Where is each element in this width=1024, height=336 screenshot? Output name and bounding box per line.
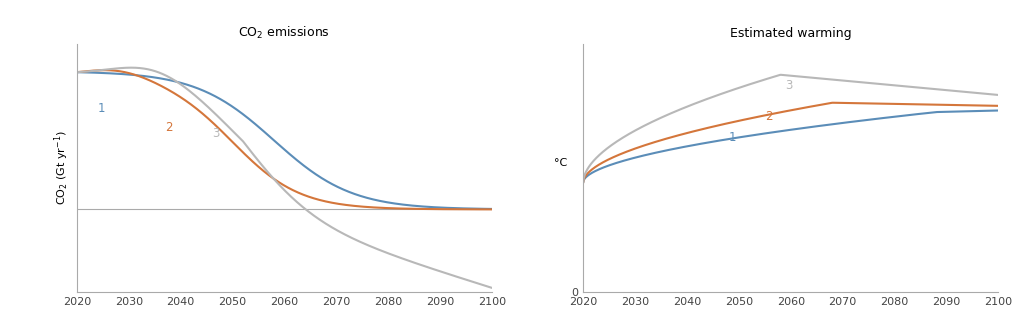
- Text: 3: 3: [212, 127, 219, 140]
- Y-axis label: CO$_2$ (Gt yr$^{-1}$): CO$_2$ (Gt yr$^{-1}$): [52, 131, 72, 205]
- Text: 1: 1: [728, 131, 736, 144]
- Y-axis label: °C: °C: [554, 158, 567, 168]
- Text: 2: 2: [765, 110, 772, 123]
- Title: CO$_2$ emissions: CO$_2$ emissions: [239, 25, 331, 41]
- Text: 1: 1: [97, 102, 105, 115]
- Text: 2: 2: [165, 121, 172, 134]
- Title: Estimated warming: Estimated warming: [730, 27, 852, 40]
- Text: 3: 3: [785, 79, 793, 91]
